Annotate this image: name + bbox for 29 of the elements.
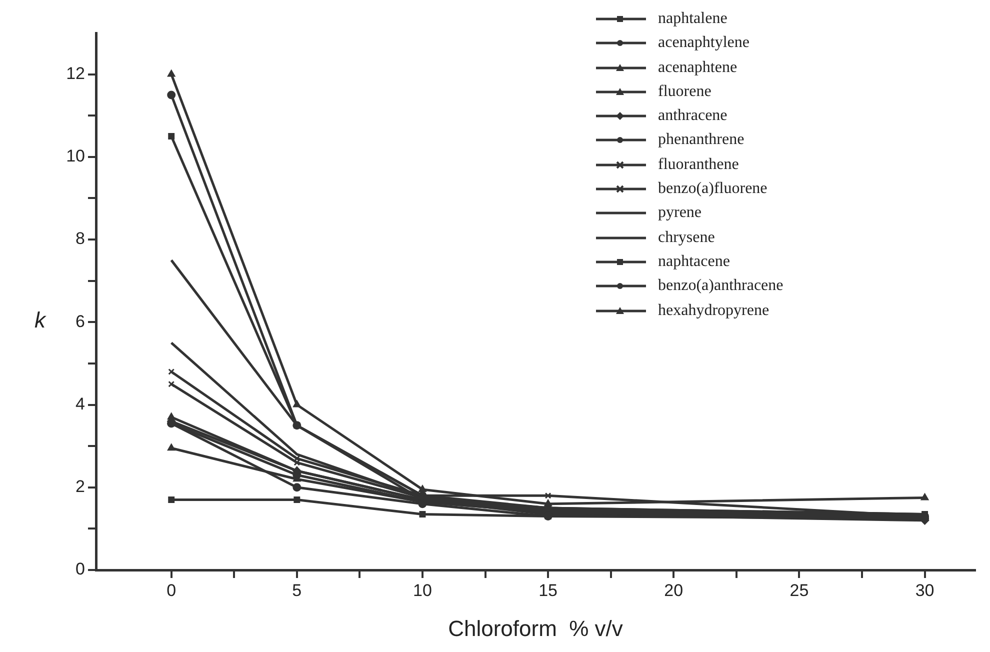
x-tick-label: 15 [538, 580, 558, 600]
y-tick-label: 10 [66, 146, 85, 166]
legend-label: fluoranthene [658, 156, 739, 174]
legend-label: naphtalene [658, 10, 728, 28]
legend-label: benzo(a)anthracene [658, 277, 784, 296]
legend-label: naphtacene [658, 252, 730, 271]
legend-label: acenaphtene [658, 58, 738, 77]
legend-label: anthracene [658, 107, 728, 126]
legend-label: hexahydropyrene [658, 302, 770, 320]
x-tick-label: 30 [915, 580, 934, 600]
y-axis-title: k [34, 308, 46, 333]
y-tick-label: 12 [66, 64, 85, 83]
y-tick-label: 4 [76, 394, 85, 414]
legend-label: fluorene [658, 82, 712, 101]
x-tick-label: 10 [413, 580, 432, 600]
y-tick-label: 0 [76, 560, 85, 579]
x-tick-label: 20 [664, 580, 684, 600]
y-tick-label: 2 [76, 477, 85, 496]
x-tick-label: 5 [292, 580, 302, 600]
y-tick-label: 8 [76, 229, 85, 248]
legend-label: chrysene [658, 228, 715, 247]
legend-label: acenaphtylene [658, 34, 750, 52]
legend-label: pyrene [658, 204, 702, 222]
x-axis-title: Chloroform % v/v [448, 616, 623, 642]
x-tick-label: 0 [166, 580, 176, 600]
y-tick-label: 6 [76, 312, 85, 331]
x-tick-label: 25 [790, 580, 809, 600]
legend-label: benzo(a)fluorene [658, 180, 768, 198]
legend-label: phenanthrene [658, 131, 744, 150]
